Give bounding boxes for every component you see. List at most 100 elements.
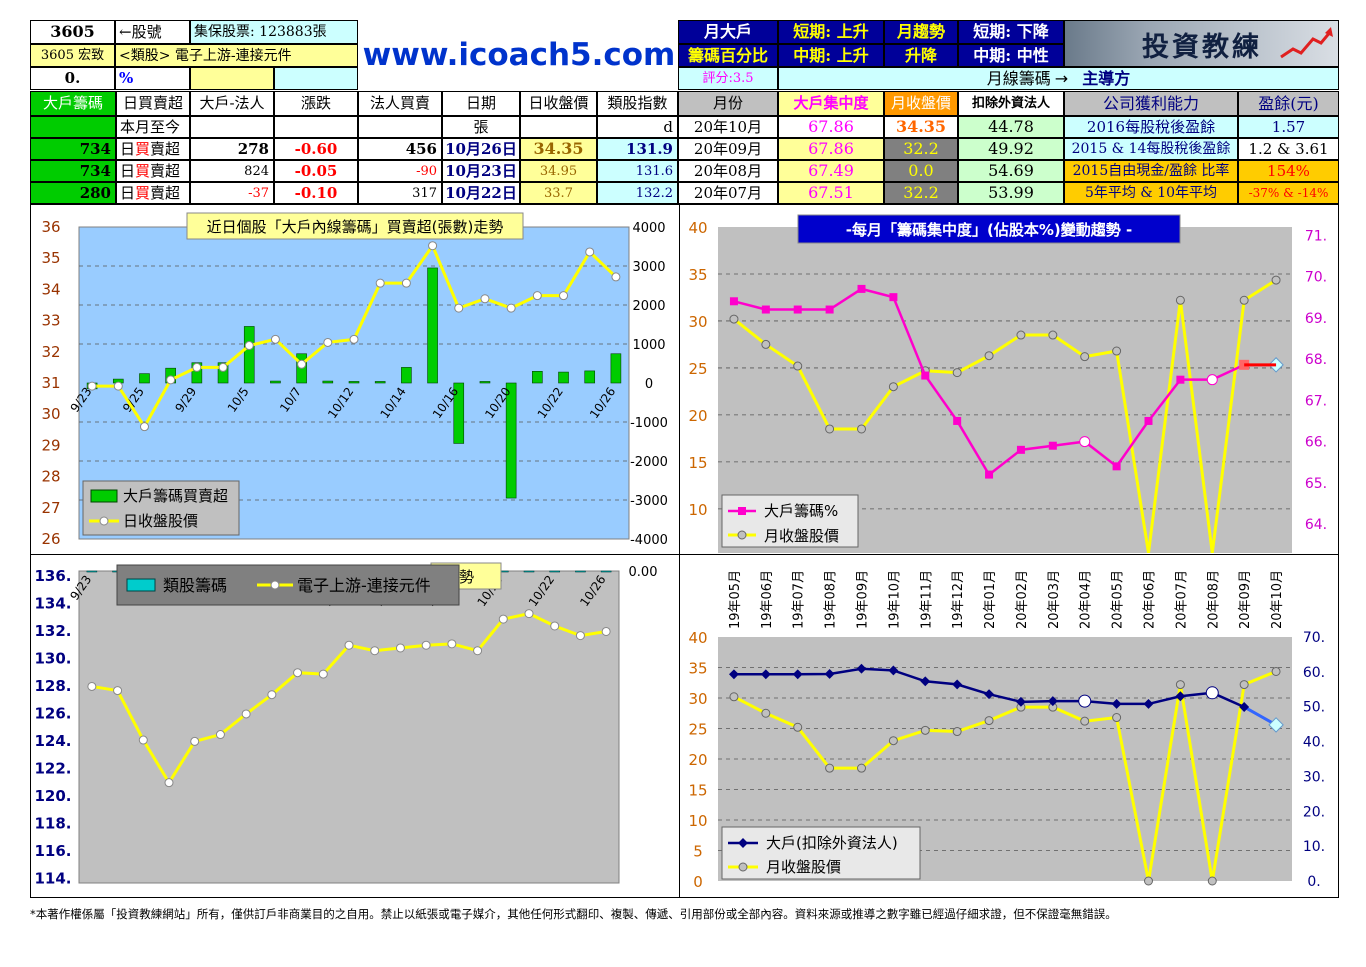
- price-point: [559, 291, 569, 301]
- concentration-point: [825, 305, 834, 314]
- big-holder-point: [1111, 698, 1122, 709]
- price-point: [297, 359, 307, 369]
- y-tick-left: 27: [41, 499, 60, 517]
- price-point: [793, 722, 803, 732]
- website-link[interactable]: www.icoach5.com: [362, 37, 676, 73]
- y-tick-left: 40: [688, 219, 707, 237]
- price-point: [1048, 330, 1058, 340]
- date-value: 10月26日: [442, 138, 520, 160]
- y-tick-left: 134.: [34, 595, 71, 613]
- legend-swatch-marker: [99, 516, 109, 526]
- price-point: [113, 381, 123, 391]
- net-value: 824: [190, 160, 274, 182]
- unit-label: 張: [442, 116, 520, 138]
- bar: [532, 371, 543, 384]
- bar: [348, 381, 360, 384]
- column-header: 日期: [442, 91, 520, 116]
- stock-code: 3605: [30, 20, 115, 44]
- bar: [479, 381, 491, 384]
- concentration-point: [953, 416, 962, 425]
- legend-label: 大戶籌碼買賣超: [123, 487, 228, 505]
- bar: [427, 267, 438, 384]
- chart-title: -每月「籌碼集中度」(佔股本%)變動趨勢 -: [846, 221, 1132, 239]
- price-point: [1080, 716, 1090, 726]
- x-tick-label: 20年06月: [1143, 570, 1158, 629]
- x-tick-label: 19年12月: [951, 570, 966, 629]
- y-tick-right: 69.: [1305, 311, 1327, 327]
- right-arrow-icon: →: [1054, 68, 1069, 88]
- company-name: 3605 宏致: [30, 44, 115, 67]
- y-tick-left: 35: [688, 266, 707, 284]
- concentration-value: 67.51: [778, 182, 884, 204]
- x-tick-label: 20年09月: [1238, 570, 1253, 629]
- bar: [139, 373, 150, 384]
- excl-value: 49.92: [958, 138, 1064, 160]
- y-tick-left: 15: [688, 782, 707, 800]
- big-holder-point: [856, 663, 867, 674]
- y-tick-left: 26: [41, 530, 60, 548]
- bar: [374, 381, 386, 384]
- monthly-header: 月份: [678, 91, 778, 116]
- y-tick-left: 30: [688, 690, 707, 708]
- price-point: [1207, 876, 1217, 886]
- y-tick-left: 116.: [34, 842, 71, 860]
- price-point: [1271, 275, 1281, 285]
- legend-swatch-marker: [738, 507, 746, 515]
- concentration-value: 67.49: [778, 160, 884, 182]
- y-tick-right: 65.: [1305, 476, 1327, 492]
- concentration-point: [1176, 375, 1185, 384]
- y-tick-right: 20.: [1303, 804, 1325, 820]
- price-point: [793, 361, 803, 371]
- legend-swatch-bar: [90, 489, 118, 503]
- price-point: [1112, 713, 1122, 723]
- x-tick-label: 19年10月: [887, 570, 902, 629]
- index-point: [395, 643, 405, 653]
- monthly-chip-pct: 籌碼百分比: [678, 44, 778, 67]
- monthly-close-value: 34.35: [884, 116, 958, 138]
- net-value: 278: [190, 138, 274, 160]
- x-tick-label: 19年11月: [919, 570, 934, 629]
- y-tick-left: 132.: [34, 622, 71, 640]
- big-holder-point: [1047, 696, 1058, 707]
- price-point: [1080, 352, 1090, 362]
- y-tick-right: 66.: [1305, 435, 1327, 451]
- y-tick-right: 30.: [1303, 769, 1325, 785]
- price-point: [920, 725, 930, 735]
- row-type-part: 賣超: [150, 183, 181, 202]
- index-point: [370, 646, 380, 656]
- profit-value: 1.57: [1238, 116, 1339, 138]
- y-tick-left: 25: [688, 360, 707, 378]
- index-point: [344, 640, 354, 650]
- big-holder-point: [1205, 686, 1219, 700]
- concentration-point: [1206, 374, 1218, 386]
- price-point: [857, 424, 866, 434]
- y-tick-left: 33: [41, 312, 60, 330]
- change-value: -0.60: [274, 138, 358, 160]
- bar: [584, 370, 596, 384]
- index-point: [575, 631, 585, 641]
- y-tick-left: 31: [41, 374, 60, 392]
- row-type: 日買賣超: [116, 138, 190, 160]
- blank-cell: [190, 67, 274, 90]
- monthly-close-value: 32.2: [884, 138, 958, 160]
- big-holder-point: [920, 676, 931, 687]
- charts-frame: [30, 204, 1339, 898]
- date-value: 10月23日: [442, 160, 520, 182]
- month-label: 20年10月: [678, 116, 778, 138]
- legend-label: 月收盤股價: [766, 858, 841, 876]
- x-tick-label: 20年05月: [1111, 570, 1126, 629]
- x-tick-label: 19年05月: [728, 570, 743, 629]
- footer-disclaimer: *本著作權係屬「投資教練網站」所有，僅供訂戶非商業目的之自用。禁止以紙張或電子媒…: [30, 907, 1117, 921]
- index-point: [267, 690, 277, 700]
- change-value: -0.05: [274, 160, 358, 182]
- y-tick-left: 20: [688, 751, 707, 769]
- close-value: 34.35: [520, 138, 597, 160]
- y-tick-right: -3000: [630, 494, 668, 509]
- column-header: 大戶-法人: [190, 91, 274, 116]
- price-point: [729, 692, 739, 702]
- y-tick-right: 70.: [1303, 630, 1325, 646]
- row-type-part: 買: [135, 161, 151, 180]
- legend-box: [721, 826, 921, 880]
- price-point: [1112, 346, 1122, 356]
- inst-value: -90: [358, 160, 442, 182]
